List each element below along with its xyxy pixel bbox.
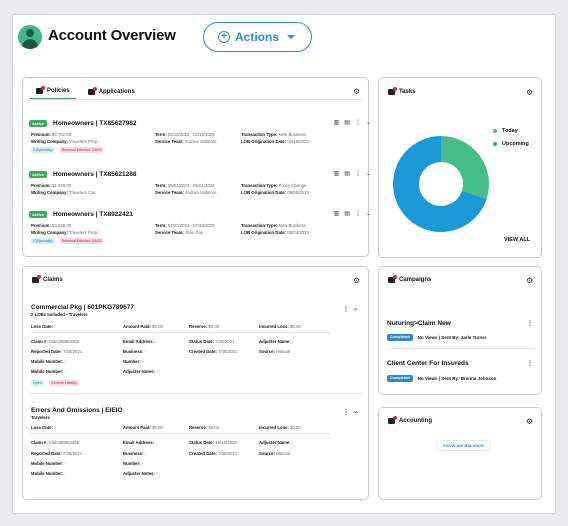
more-menu-icon[interactable]: ⋮ <box>354 211 361 217</box>
tag-open: Open <box>31 380 44 386</box>
policy-tabs: Policies Applications <box>30 84 141 99</box>
policy-item: Active Homeowners | TX85627982 ▥ ▤ ⋮ ⌄ <box>29 119 384 128</box>
tag-general-liability: General Liability <box>49 380 79 386</box>
campaign-meta: Completed No Views | Sent By: Brenna Joh… <box>387 375 496 382</box>
tasks-title: Tasks <box>388 87 416 95</box>
accounting-card: Accounting ⚙ SHOW A/R BALANCE <box>378 407 542 500</box>
gear-icon[interactable]: ⚙ <box>526 88 534 97</box>
more-menu-icon[interactable]: ⋮ <box>527 361 533 367</box>
tag-renewal: Renewal Effective 2/6/25 <box>59 147 104 153</box>
status-badge: Active <box>29 171 48 178</box>
more-menu-icon[interactable]: ⋮ <box>343 410 349 416</box>
accounting-title: Accounting <box>388 416 432 424</box>
document-icon[interactable]: ▤ <box>344 171 350 177</box>
policy-item: Active Homeowners | TX8922421 ▥ ▤ ⋮ ⌄ <box>29 210 384 219</box>
tab-policies[interactable]: Policies <box>30 84 76 99</box>
account-header <box>18 22 42 52</box>
claim-name[interactable]: Errors And Omissions | EIEIO <box>31 407 123 414</box>
caret-down-icon <box>287 35 296 39</box>
legend-label: Today <box>502 128 518 134</box>
tasks-icon <box>388 87 397 95</box>
chevron-down-icon[interactable]: ⌄ <box>353 306 359 312</box>
policy-item: Active Homeowners | TX85621288 ▥ ▤ ⋮ ⌄ <box>29 170 384 179</box>
claim-subtitle: Travelers <box>31 415 50 420</box>
policy-name[interactable]: Homeowners | TX8922421 <box>53 211 133 218</box>
policies-card: Policies Applications ⚙ Active Homeowner… <box>22 77 371 257</box>
legend-label: Upcoming <box>502 141 529 147</box>
donut-slice-today[interactable] <box>441 136 489 199</box>
megaphone-icon <box>388 275 397 283</box>
calculator-icon <box>388 416 397 424</box>
tab-divider <box>30 99 361 100</box>
plus-icon: + <box>218 31 230 43</box>
more-menu-icon[interactable]: ⋮ <box>354 120 361 126</box>
chevron-down-icon[interactable]: ⌄ <box>365 171 371 177</box>
bank-icon[interactable]: ▥ <box>333 211 340 217</box>
policy-name[interactable]: Homeowners | TX85621288 <box>53 171 137 178</box>
campaign-name[interactable]: Nuturing>Claim New <box>387 320 451 327</box>
actions-label: Actions <box>235 30 280 44</box>
campaign-name[interactable]: Client Center For Insureds <box>387 360 469 367</box>
gear-icon[interactable]: ⚙ <box>353 276 361 285</box>
tasks-donut-chart <box>393 136 489 232</box>
claim-subtitle: 2 LOBs Included • Travelers <box>31 312 88 317</box>
more-menu-icon[interactable]: ⋮ <box>527 321 533 327</box>
page-title: Account Overview <box>48 27 176 44</box>
document-icon[interactable]: ▤ <box>344 211 350 217</box>
show-ar-balance-button[interactable]: SHOW A/R BALANCE <box>436 440 491 451</box>
claim-name[interactable]: Commercial Pkg | 601PKG789677 <box>31 304 134 311</box>
tag-specialty: C(Specialty) <box>31 238 55 244</box>
view-all-link[interactable]: VIEW ALL <box>504 237 531 243</box>
more-menu-icon[interactable]: ⋮ <box>343 307 349 313</box>
claims-icon <box>32 275 41 283</box>
bank-icon[interactable]: ▥ <box>333 171 340 177</box>
gear-icon[interactable]: ⚙ <box>526 276 534 285</box>
policy-name[interactable]: Homeowners | TX85627982 <box>53 120 137 127</box>
chevron-down-icon[interactable]: ⌄ <box>365 120 371 126</box>
legend-today: Today <box>493 128 518 134</box>
legend-upcoming: Upcoming <box>493 141 529 147</box>
status-badge: Active <box>29 211 48 218</box>
actions-button[interactable]: + Actions <box>203 22 312 52</box>
campaign-meta: Completed No Views | Sent By: Jarle Turn… <box>387 334 487 341</box>
tasks-card: Tasks ⚙ Today Upcoming VIEW ALL <box>378 77 542 258</box>
campaigns-title: Campaigns <box>388 275 431 283</box>
tag-renewal: Renewal Effective 2/6/25 <box>59 238 104 244</box>
tag-specialty: C(Specialty) <box>31 147 55 153</box>
gear-icon[interactable]: ⚙ <box>353 87 361 96</box>
status-badge: Active <box>29 120 48 127</box>
campaigns-card: Campaigns ⚙ Nuturing>Claim New ⋮ Complet… <box>378 266 542 395</box>
bank-icon[interactable]: ▥ <box>333 120 340 126</box>
gear-icon[interactable]: ⚙ <box>526 417 534 426</box>
donut-slice-upcoming[interactable] <box>393 136 487 232</box>
application-icon <box>87 86 97 95</box>
avatar-icon <box>18 25 42 49</box>
chevron-down-icon[interactable]: ⌄ <box>353 409 359 415</box>
policy-icon <box>36 86 45 94</box>
claims-card: Claims ⚙ Commercial Pkg | 601PKG789677 2… <box>22 266 369 500</box>
document-icon[interactable]: ▤ <box>344 120 350 126</box>
status-badge: Completed <box>387 375 413 382</box>
claims-title: Claims <box>32 275 63 283</box>
chevron-down-icon[interactable]: ⌄ <box>365 211 371 217</box>
status-badge: Completed <box>387 334 413 341</box>
tab-applications[interactable]: Applications <box>82 84 141 99</box>
more-menu-icon[interactable]: ⋮ <box>354 171 361 177</box>
